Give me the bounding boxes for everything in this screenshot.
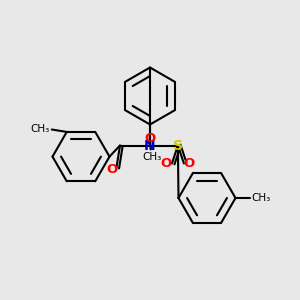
Text: O: O xyxy=(144,131,156,145)
Text: CH₃: CH₃ xyxy=(251,193,271,203)
Text: CH₃: CH₃ xyxy=(30,124,50,134)
Text: CH₃: CH₃ xyxy=(142,152,162,162)
Text: S: S xyxy=(173,139,183,152)
Text: O: O xyxy=(161,157,172,170)
Text: N: N xyxy=(144,139,156,152)
Text: O: O xyxy=(106,163,118,176)
Text: O: O xyxy=(184,157,195,170)
